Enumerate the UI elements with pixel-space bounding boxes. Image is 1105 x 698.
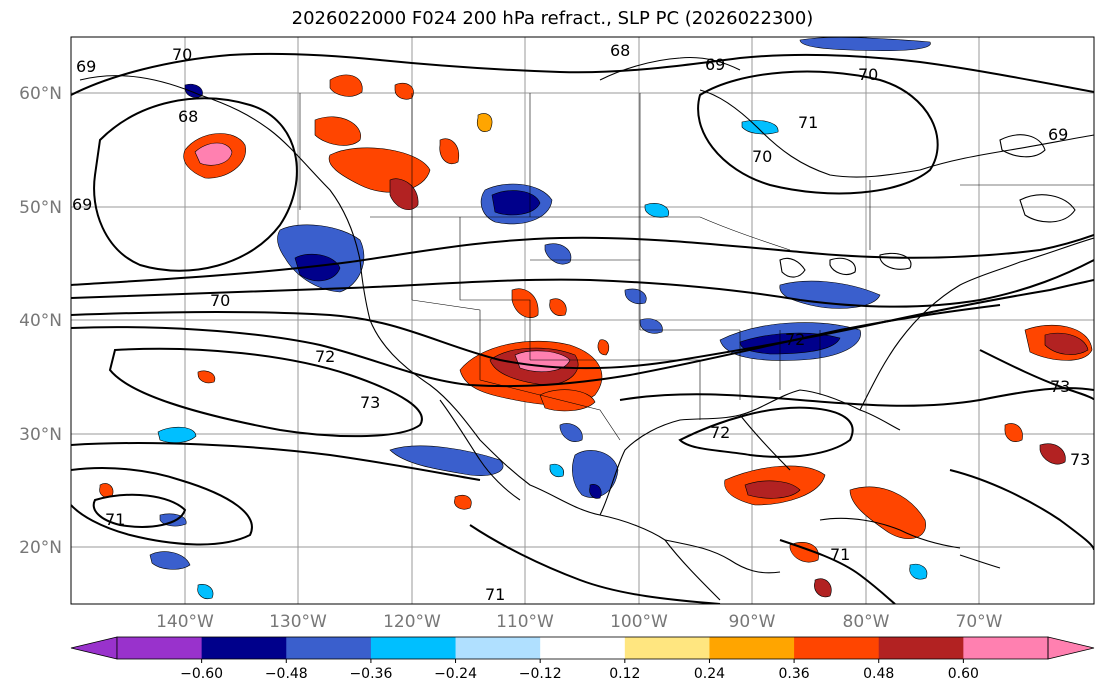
colorbar-border bbox=[116, 636, 1049, 660]
contour-label: 73 bbox=[360, 393, 380, 412]
colorbar-tick-label: −0.36 bbox=[349, 666, 392, 682]
contour-label: 69 bbox=[72, 195, 92, 214]
map-title: 2026022000 F024 200 hPa refract., SLP PC… bbox=[291, 8, 814, 29]
colorbar-tick-label: −0.12 bbox=[519, 666, 562, 682]
map-frame bbox=[70, 36, 1095, 605]
contour-label: 72 bbox=[710, 423, 730, 442]
contour-label: 68 bbox=[178, 107, 198, 126]
lat-label-30: 30°N bbox=[19, 425, 62, 445]
contour-label: 72 bbox=[315, 347, 335, 366]
political-borders bbox=[299, 93, 1094, 441]
coastlines bbox=[79, 56, 1094, 601]
colorbar-min-arrow bbox=[70, 636, 118, 660]
lon-label-140w: 140°W bbox=[156, 612, 214, 632]
lat-label-50: 50°N bbox=[19, 198, 62, 218]
colorbar: −0.60 −0.48 −0.36 −0.24 −0.12 0.12 0.24 0.36 0.4… bbox=[70, 636, 1095, 682]
graticule bbox=[71, 37, 1094, 604]
contour-label: 70 bbox=[210, 291, 230, 310]
colorbar-segment bbox=[455, 637, 541, 659]
lon-label-70w: 70°W bbox=[956, 612, 1003, 632]
lon-label-100w: 100°W bbox=[610, 612, 668, 632]
colorbar-max-arrow bbox=[1047, 636, 1095, 660]
colorbar-tick-label: 0.12 bbox=[609, 666, 640, 682]
contour-label: 69 bbox=[76, 57, 96, 76]
contour-label: 71 bbox=[105, 510, 125, 529]
contour-label: 69 bbox=[1048, 125, 1068, 144]
colorbar-segment bbox=[624, 637, 710, 659]
contour-label: 72 bbox=[785, 330, 805, 349]
contour-label: 73 bbox=[1050, 377, 1070, 396]
contour-label: 68 bbox=[610, 41, 630, 60]
contour-label: 70 bbox=[172, 45, 192, 64]
lon-label-130w: 130°W bbox=[269, 612, 327, 632]
contour-label: 69 bbox=[705, 55, 725, 74]
lat-label-20: 20°N bbox=[19, 538, 62, 558]
contour-label: 70 bbox=[858, 65, 878, 84]
contour-label: 70 bbox=[752, 147, 772, 166]
colorbar-segment bbox=[286, 637, 372, 659]
colorbar-tick-label: −0.24 bbox=[434, 666, 477, 682]
colorbar-segment bbox=[370, 637, 457, 659]
refractivity-shading bbox=[99, 37, 1093, 599]
contour-label: 71 bbox=[830, 545, 850, 564]
colorbar-tick-label: 0.48 bbox=[863, 666, 894, 682]
colorbar-segment bbox=[540, 637, 626, 659]
contour-label: 71 bbox=[485, 585, 505, 604]
colorbar-segment bbox=[709, 637, 795, 659]
lon-label-120w: 120°W bbox=[383, 612, 441, 632]
lat-label-40: 40°N bbox=[19, 311, 62, 331]
slp-contours bbox=[71, 52, 1094, 604]
lon-label-80w: 80°W bbox=[843, 612, 890, 632]
colorbar-segment bbox=[878, 637, 964, 659]
colorbar-tick-label: 0.60 bbox=[948, 666, 979, 682]
colorbar-tick-label: −0.48 bbox=[265, 666, 308, 682]
colorbar-segment bbox=[963, 637, 1049, 659]
contour-labels: 69 70 68 68 69 70 71 70 69 69 70 72 73 7… bbox=[72, 41, 1090, 604]
lon-label-90w: 90°W bbox=[729, 612, 776, 632]
lat-label-60: 60°N bbox=[19, 84, 62, 104]
colorbar-tick-label: 0.24 bbox=[694, 666, 725, 682]
colorbar-tick-label: 0.36 bbox=[779, 666, 810, 682]
colorbar-tick-label: −0.60 bbox=[180, 666, 223, 682]
contour-label: 73 bbox=[1070, 450, 1090, 469]
colorbar-segment bbox=[117, 637, 203, 659]
colorbar-segment bbox=[794, 637, 880, 659]
contour-label: 71 bbox=[798, 113, 818, 132]
colorbar-segment bbox=[201, 637, 287, 659]
lon-label-110w: 110°W bbox=[496, 612, 554, 632]
